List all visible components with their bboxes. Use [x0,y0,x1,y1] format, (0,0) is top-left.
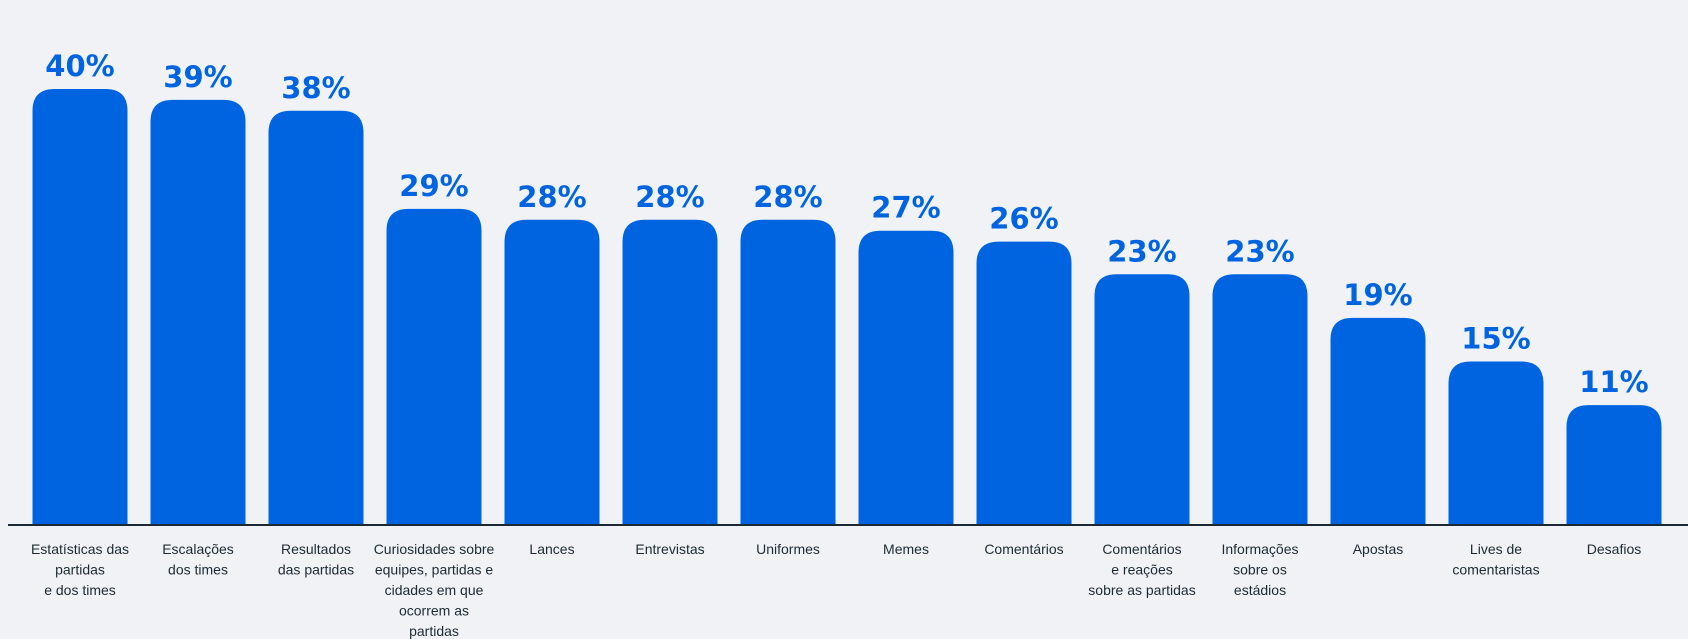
value-labels-group: 40% 39% 38% 29% 28% 28% 28% 27% 26% 23% 23% 19% 15% 1… [45,49,1648,399]
data-label: 28% [753,180,822,214]
bar [976,241,1072,525]
category-label: Comentários [984,541,1063,557]
data-label: 23% [1107,234,1176,268]
category-label: Informações [1221,541,1298,557]
category-label: Escalações [162,541,234,557]
data-label: 23% [1225,234,1294,268]
bar [386,208,482,525]
bar [622,219,718,526]
bar [150,99,246,526]
bar [268,110,364,526]
category-label: e dos times [44,582,116,598]
category-label: comentaristas [1452,562,1539,578]
category-label: partidas [409,623,459,639]
category-label: Uniformes [756,541,820,557]
data-label: 39% [163,60,232,94]
category-label: Apostas [1353,541,1404,557]
category-label: Comentários [1102,541,1181,557]
data-label: 29% [399,169,468,203]
category-label: estádios [1234,582,1286,598]
category-label: dos times [168,562,228,578]
bar [1212,274,1308,525]
bar [504,219,600,526]
data-label: 26% [989,202,1058,236]
category-label: Curiosidades sobre [374,541,495,557]
category-labels-group: Estatísticas das partidas e dos times Escal… [31,541,1641,639]
bar [740,219,836,526]
category-label: Desafios [1587,541,1641,557]
category-label: Memes [883,541,929,557]
category-label: Entrevistas [635,541,704,557]
category-label: ocorrem as [399,603,469,619]
bar [858,230,954,525]
category-label: sobre os [1233,562,1287,578]
data-label: 27% [871,191,940,225]
category-label: e reações [1111,562,1172,578]
data-label: 40% [45,49,114,83]
bar [1330,317,1426,525]
data-label: 38% [281,71,350,105]
category-label: Resultados [281,541,351,557]
bar [32,89,128,525]
bar [1094,274,1190,525]
data-label: 28% [517,180,586,214]
bars-group [32,89,1662,526]
category-label: Estatísticas das [31,541,129,557]
data-label: 11% [1579,365,1648,399]
data-label: 28% [635,180,704,214]
data-label: 15% [1461,322,1530,356]
category-label: Lances [529,541,574,557]
category-label: sobre as partidas [1088,582,1195,598]
bar [1566,405,1662,525]
category-label: Lives de [1470,541,1522,557]
category-label: das partidas [278,562,354,578]
category-label: partidas [55,562,105,578]
category-label: equipes, partidas e [375,562,494,578]
data-label: 19% [1343,278,1412,312]
category-label: cidades em que [385,582,484,598]
bar [1448,361,1544,525]
